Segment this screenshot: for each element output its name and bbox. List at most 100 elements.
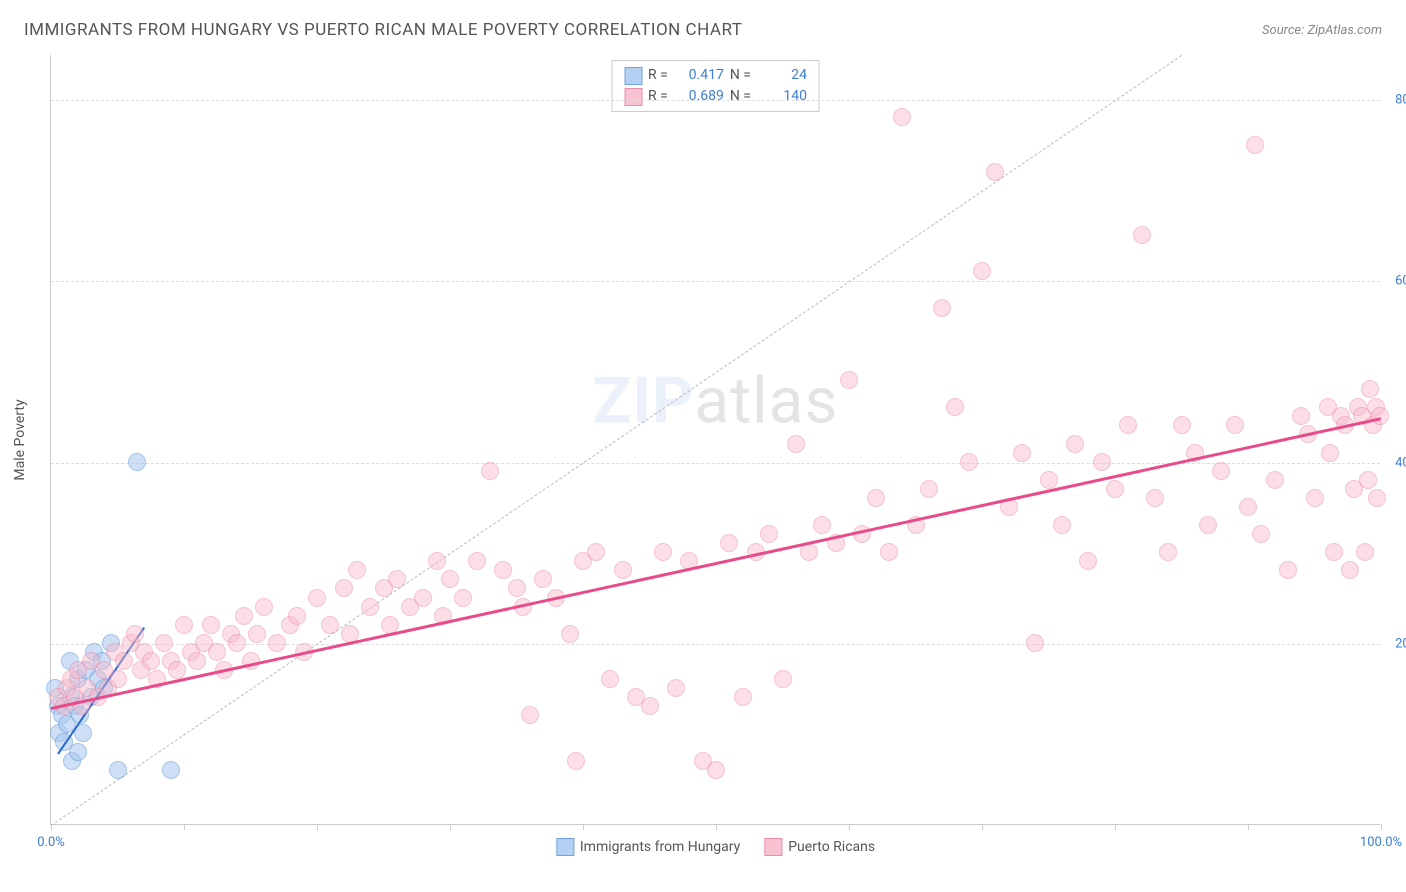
trend-line-puerto_rican [51, 417, 1382, 709]
x-tick [317, 824, 318, 830]
point-puerto_rican [1359, 471, 1377, 489]
point-puerto_rican [1361, 380, 1379, 398]
point-puerto_rican [1368, 489, 1386, 507]
x-tick [716, 824, 717, 830]
x-tick [849, 824, 850, 830]
point-puerto_rican [428, 552, 446, 570]
point-puerto_rican [667, 679, 685, 697]
point-puerto_rican [1212, 462, 1230, 480]
point-puerto_rican [1106, 480, 1124, 498]
point-puerto_rican [235, 607, 253, 625]
stat-r-label: R = [648, 65, 668, 86]
x-tick [1381, 824, 1382, 830]
legend-swatch-pr [764, 838, 782, 856]
point-puerto_rican [1239, 498, 1257, 516]
point-puerto_rican [481, 462, 499, 480]
legend-item-pr: Puerto Ricans [764, 838, 875, 856]
plot-area: ZIPatlas R = 0.417 N = 24 R = 0.689 N = … [50, 55, 1380, 825]
point-puerto_rican [335, 579, 353, 597]
point-puerto_rican [880, 543, 898, 561]
stat-n-label-2: N = [730, 86, 751, 107]
point-puerto_rican [1040, 471, 1058, 489]
point-puerto_rican [321, 616, 339, 634]
legend-label-pr: Puerto Ricans [788, 839, 875, 855]
point-puerto_rican [946, 398, 964, 416]
y-axis-label: Male Poverty [12, 399, 28, 480]
point-puerto_rican [288, 607, 306, 625]
stat-n-label: N = [730, 65, 751, 86]
stat-r-pr: 0.689 [674, 86, 724, 107]
point-puerto_rican [587, 543, 605, 561]
point-hungary [109, 761, 127, 779]
point-puerto_rican [1013, 444, 1031, 462]
point-puerto_rican [188, 652, 206, 670]
point-puerto_rican [126, 625, 144, 643]
point-puerto_rican [1119, 416, 1137, 434]
point-puerto_rican [155, 634, 173, 652]
point-puerto_rican [813, 516, 831, 534]
point-puerto_rican [202, 616, 220, 634]
point-puerto_rican [168, 661, 186, 679]
point-puerto_rican [1226, 416, 1244, 434]
point-puerto_rican [534, 570, 552, 588]
point-puerto_rican [1292, 407, 1310, 425]
point-puerto_rican [867, 489, 885, 507]
point-puerto_rican [933, 299, 951, 317]
point-puerto_rican [1306, 489, 1324, 507]
point-puerto_rican [720, 534, 738, 552]
point-puerto_rican [960, 453, 978, 471]
point-puerto_rican [521, 706, 539, 724]
chart-title: IMMIGRANTS FROM HUNGARY VS PUERTO RICAN … [24, 20, 742, 40]
point-puerto_rican [441, 570, 459, 588]
gridline-h [51, 644, 1380, 645]
point-puerto_rican [248, 625, 266, 643]
point-puerto_rican [208, 643, 226, 661]
point-puerto_rican [1079, 552, 1097, 570]
point-puerto_rican [973, 262, 991, 280]
point-puerto_rican [1053, 516, 1071, 534]
point-puerto_rican [567, 752, 585, 770]
point-puerto_rican [1279, 561, 1297, 579]
legend-label-hungary: Immigrants from Hungary [580, 839, 740, 855]
gridline-h [51, 281, 1380, 282]
point-puerto_rican [1325, 543, 1343, 561]
y-tick-label: 40.0% [1385, 455, 1406, 470]
point-hungary [162, 761, 180, 779]
watermark: ZIPatlas [593, 364, 839, 439]
point-puerto_rican [1252, 525, 1270, 543]
source-value: ZipAtlas.com [1307, 23, 1382, 38]
stat-r-hungary: 0.417 [674, 65, 724, 86]
point-puerto_rican [175, 616, 193, 634]
stat-r-label-2: R = [648, 86, 668, 107]
point-puerto_rican [388, 570, 406, 588]
point-puerto_rican [1266, 471, 1284, 489]
watermark-atlas: atlas [694, 364, 838, 439]
bottom-legend: Immigrants from Hungary Puerto Ricans [556, 838, 875, 856]
point-hungary [128, 453, 146, 471]
point-puerto_rican [654, 543, 672, 561]
plot-wrap: Male Poverty ZIPatlas R = 0.417 N = 24 R… [50, 55, 1380, 825]
point-puerto_rican [601, 670, 619, 688]
point-puerto_rican [361, 598, 379, 616]
swatch-pr [624, 88, 642, 106]
point-puerto_rican [268, 634, 286, 652]
point-puerto_rican [641, 697, 659, 715]
x-tick [1115, 824, 1116, 830]
legend-swatch-hungary [556, 838, 574, 856]
point-puerto_rican [561, 625, 579, 643]
point-puerto_rican [1146, 489, 1164, 507]
stat-legend: R = 0.417 N = 24 R = 0.689 N = 140 [611, 60, 820, 112]
point-puerto_rican [454, 589, 472, 607]
point-puerto_rican [800, 543, 818, 561]
point-puerto_rican [1199, 516, 1217, 534]
point-puerto_rican [414, 589, 432, 607]
y-tick-label: 60.0% [1385, 274, 1406, 289]
diagonal-reference-line [51, 55, 1182, 826]
point-puerto_rican [494, 561, 512, 579]
stat-row-hungary: R = 0.417 N = 24 [624, 65, 807, 86]
source-label: Source: [1262, 23, 1304, 38]
point-puerto_rican [1066, 435, 1084, 453]
gridline-h [51, 100, 1380, 101]
point-puerto_rican [1026, 634, 1044, 652]
chart-source: Source: ZipAtlas.com [1262, 23, 1382, 38]
